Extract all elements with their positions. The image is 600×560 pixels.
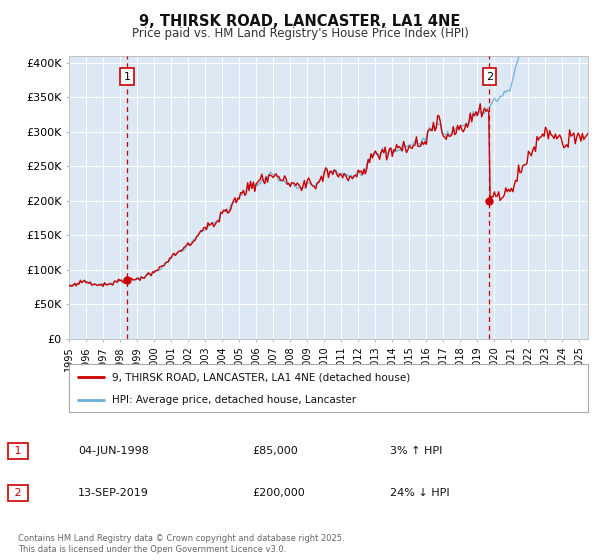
Text: 1: 1 <box>124 72 131 82</box>
Text: Price paid vs. HM Land Registry's House Price Index (HPI): Price paid vs. HM Land Registry's House … <box>131 27 469 40</box>
Text: 2: 2 <box>486 72 493 82</box>
Text: 9, THIRSK ROAD, LANCASTER, LA1 4NE: 9, THIRSK ROAD, LANCASTER, LA1 4NE <box>139 14 461 29</box>
Text: 24% ↓ HPI: 24% ↓ HPI <box>390 488 449 498</box>
Text: 2: 2 <box>11 488 25 498</box>
Text: 13-SEP-2019: 13-SEP-2019 <box>78 488 149 498</box>
Text: £200,000: £200,000 <box>252 488 305 498</box>
Text: 1: 1 <box>11 446 25 456</box>
Text: 3% ↑ HPI: 3% ↑ HPI <box>390 446 442 456</box>
Text: HPI: Average price, detached house, Lancaster: HPI: Average price, detached house, Lanc… <box>112 395 356 405</box>
Text: 04-JUN-1998: 04-JUN-1998 <box>78 446 149 456</box>
Text: £85,000: £85,000 <box>252 446 298 456</box>
Text: 9, THIRSK ROAD, LANCASTER, LA1 4NE (detached house): 9, THIRSK ROAD, LANCASTER, LA1 4NE (deta… <box>112 372 410 382</box>
Text: Contains HM Land Registry data © Crown copyright and database right 2025.
This d: Contains HM Land Registry data © Crown c… <box>18 534 344 554</box>
